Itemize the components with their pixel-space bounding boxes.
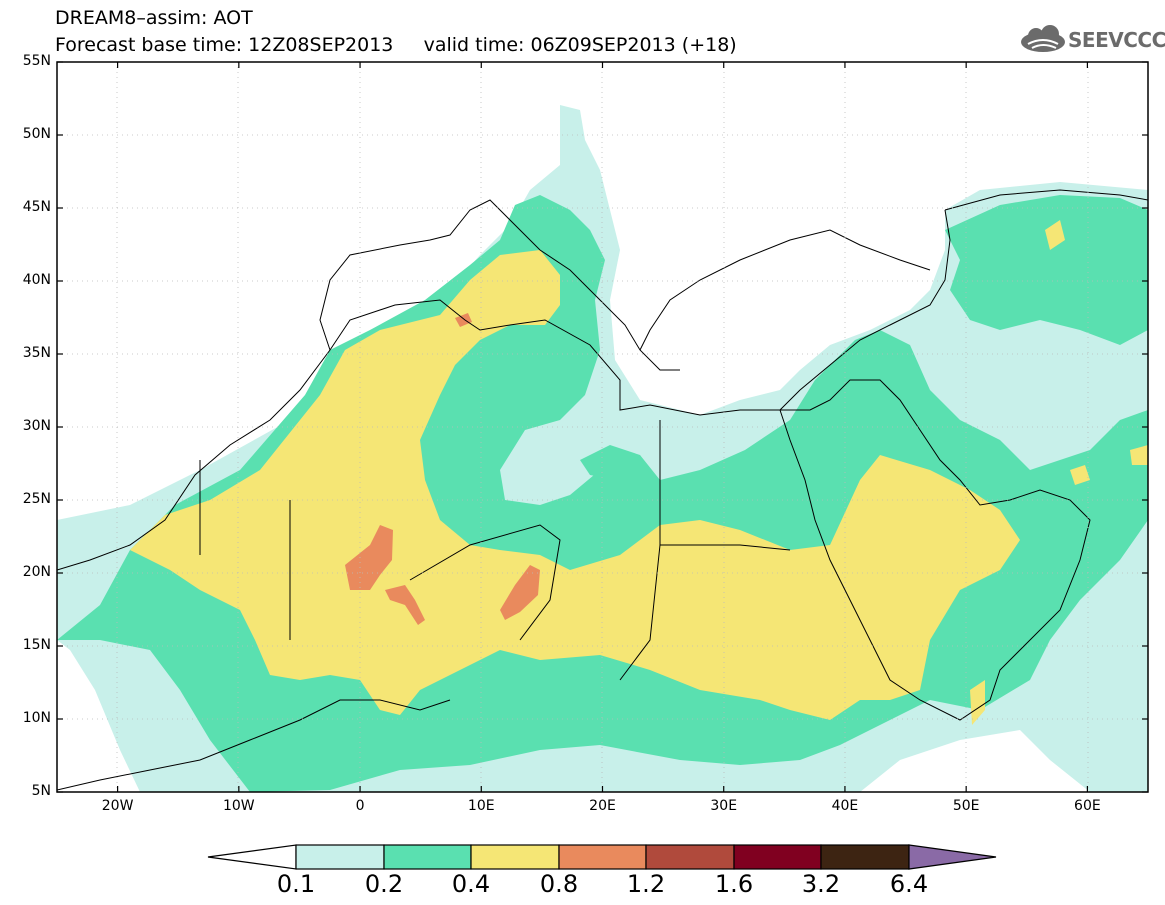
colorbar xyxy=(207,844,997,870)
lat-tick-label: 55N xyxy=(22,53,51,69)
forecast-time-line: Forecast base time: 12Z08SEP2013 valid t… xyxy=(55,34,737,56)
cloud-icon xyxy=(1021,25,1065,52)
colorbar-swatch xyxy=(558,844,647,870)
colorbar-label: 1.6 xyxy=(714,870,754,898)
lon-tick-label: 20W xyxy=(101,798,134,814)
colorbar-swatch xyxy=(295,844,385,870)
colorbar-swatch xyxy=(470,844,560,870)
lat-tick-label: 10N xyxy=(22,710,51,726)
colorbar-swatch xyxy=(820,844,910,870)
gridlines xyxy=(57,62,1148,792)
colorbar-low-arrow xyxy=(207,844,297,870)
lat-tick-label: 15N xyxy=(22,637,51,653)
colorbar-label: 0.4 xyxy=(451,870,491,898)
lon-tick-label: 30E xyxy=(710,798,738,814)
lat-tick-label: 25N xyxy=(22,491,51,507)
colorbar-high-arrow xyxy=(908,844,997,870)
colorbar-label: 0.1 xyxy=(276,870,316,898)
lat-tick-label: 35N xyxy=(22,345,51,361)
lon-tick-label: 60E xyxy=(1074,798,1101,814)
colorbar-swatch xyxy=(733,844,822,870)
lat-tick-label: 40N xyxy=(22,272,51,288)
colorbar-label: 1.2 xyxy=(626,870,666,898)
lat-tick-label: 30N xyxy=(22,418,51,434)
aot-level-0.8 xyxy=(345,313,540,625)
lon-tick-label: 40E xyxy=(831,798,859,814)
colorbar-label: 0.2 xyxy=(364,870,404,898)
aot-level-0.4 xyxy=(130,220,1148,725)
colorbar-swatch xyxy=(383,844,472,870)
lat-tick-label: 5N xyxy=(31,783,51,799)
lon-tick-label: 10E xyxy=(467,798,495,814)
lon-tick-label: 50E xyxy=(952,798,980,814)
lon-tick-label: 10W xyxy=(222,798,255,814)
colorbar-label: 3.2 xyxy=(801,870,841,898)
map-title: DREAM8–assim: AOT xyxy=(55,7,253,29)
logo-text: SEEVCCC xyxy=(1068,28,1165,52)
lat-tick-label: 20N xyxy=(22,564,51,580)
lat-tick-label: 45N xyxy=(22,199,51,215)
colorbar-label: 6.4 xyxy=(889,870,929,898)
colorbar-swatch xyxy=(645,844,735,870)
lat-tick-label: 50N xyxy=(22,126,51,142)
colorbar-label: 0.8 xyxy=(539,870,579,898)
coastlines xyxy=(57,189,1148,791)
lon-tick-label: 20E xyxy=(589,798,616,814)
lon-tick-label: 0 xyxy=(355,798,365,814)
